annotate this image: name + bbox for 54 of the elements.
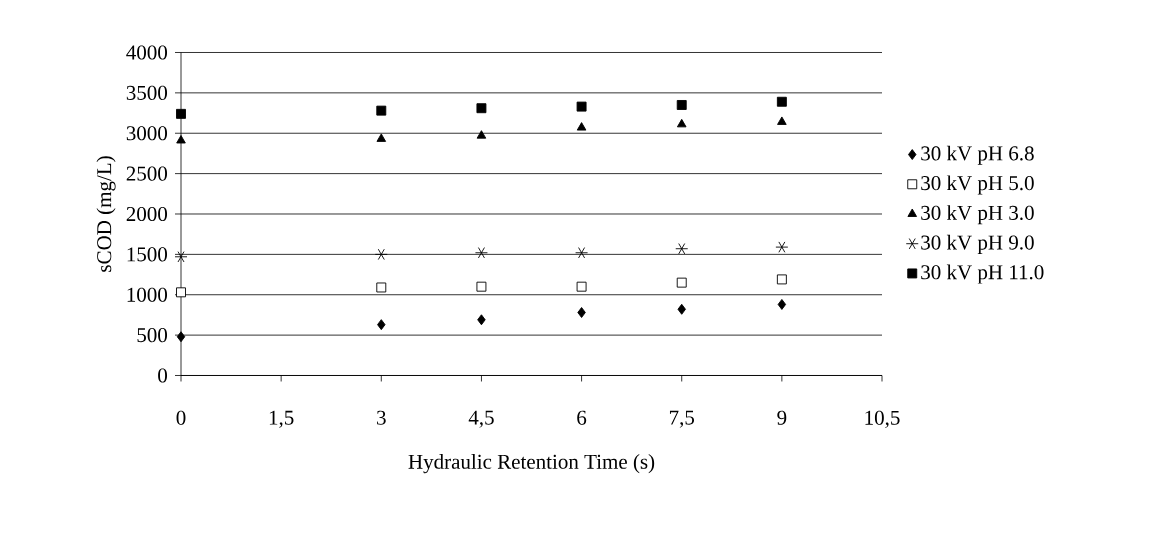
- point: [676, 100, 687, 110]
- point: [174, 251, 188, 263]
- point: [577, 307, 586, 318]
- point: [776, 96, 787, 107]
- x-tick-label: 10,5: [865, 410, 900, 428]
- y-tick-label: 3000: [126, 126, 168, 141]
- point: [676, 277, 687, 288]
- x-tick-label: 9: [777, 410, 787, 425]
- point: [575, 247, 589, 259]
- x-tick-label: 3: [377, 410, 386, 425]
- y-tick-label: 0: [158, 368, 168, 383]
- y-tick-label: 2000: [126, 206, 168, 222]
- y-tick-label: 4000: [126, 45, 168, 60]
- x-tick-label: 1,5: [269, 410, 294, 428]
- point: [576, 122, 587, 131]
- x-tick-label: 4,5: [468, 410, 494, 428]
- point: [677, 303, 686, 315]
- point: [376, 105, 387, 116]
- point: [676, 118, 687, 128]
- point: [675, 243, 689, 255]
- point: [377, 319, 386, 331]
- point: [477, 314, 486, 326]
- x-axis-title: Hydraulic Retention Time (s): [408, 454, 655, 474]
- point: [576, 101, 587, 112]
- y-tick-label: 1500: [127, 247, 168, 262]
- y-tick-label: 500: [137, 328, 168, 343]
- point: [476, 130, 487, 139]
- legend-label: 30 kV pH 3.0: [921, 205, 1034, 225]
- point: [176, 108, 186, 119]
- y-tick-label: 3500: [126, 85, 168, 100]
- x-tick-label: 6: [577, 410, 587, 425]
- point: [376, 133, 387, 142]
- point: [176, 135, 186, 144]
- legend-label: 30 kV pH 9.0: [921, 234, 1034, 254]
- point: [776, 274, 787, 285]
- point: [176, 287, 186, 298]
- point: [476, 281, 487, 292]
- y-tick-label: 2500: [126, 166, 168, 181]
- point: [576, 281, 587, 292]
- point: [376, 282, 387, 293]
- point: [775, 241, 789, 253]
- point: [176, 331, 186, 343]
- legend-label: 30 kV pH 11.0: [921, 264, 1044, 284]
- legend-label: 30 kV pH 6.8: [921, 145, 1034, 165]
- point: [777, 298, 787, 310]
- point: [374, 248, 388, 261]
- legend-label: 30 kV pH 5.0: [921, 175, 1034, 195]
- x-tick-label: 0: [176, 410, 186, 425]
- y-tick-label: 1000: [127, 287, 168, 302]
- x-tick-label: 7,5: [669, 410, 695, 428]
- point: [777, 116, 787, 125]
- point: [476, 103, 487, 114]
- point: [474, 247, 488, 259]
- y-axis-title: sCOD (mg/L): [96, 156, 116, 272]
